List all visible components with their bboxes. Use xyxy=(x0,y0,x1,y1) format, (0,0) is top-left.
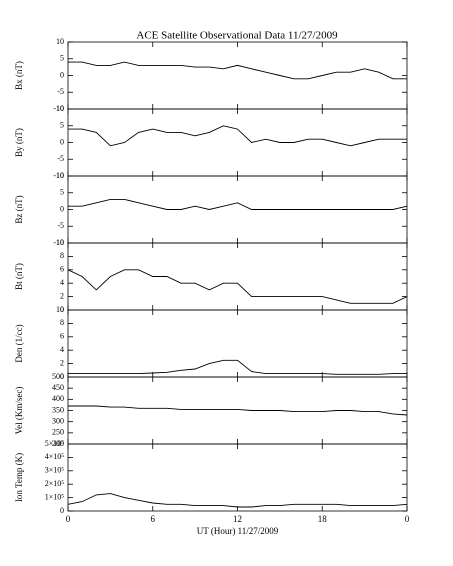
panel-frame xyxy=(67,242,408,311)
y-tick-label: 450 xyxy=(52,383,64,392)
y-axis-label: Ion Temp (K) xyxy=(14,453,24,502)
panel-frame xyxy=(67,108,408,177)
y-tick-label: 0 xyxy=(60,70,64,79)
y-tick-label: 2×10⁵ xyxy=(45,479,65,488)
y-tick-label: 0 xyxy=(60,137,64,146)
y-tick-label: 200 xyxy=(52,439,64,448)
y-axis-label: Den (1/cc) xyxy=(14,324,24,362)
y-tick-label: 350 xyxy=(52,405,64,414)
y-tick-label: 0 xyxy=(60,506,64,515)
y-axis-label: Vel (Km/sec) xyxy=(14,387,24,435)
x-tick-label: 0 xyxy=(66,514,71,524)
y-axis-label: Bt (nT) xyxy=(14,263,24,290)
y-tick-label: 4 xyxy=(60,278,64,287)
panel-frame xyxy=(67,309,408,378)
y-axis-label: Bz (nT) xyxy=(14,195,24,223)
y-tick-label: 10 xyxy=(56,37,64,46)
y-tick-label: 10 xyxy=(56,104,64,113)
data-line xyxy=(68,61,407,80)
y-tick-label: 6 xyxy=(60,265,64,274)
y-tick-label: -10 xyxy=(53,171,64,180)
panel-frame xyxy=(67,443,408,512)
y-tick-label: 400 xyxy=(52,394,64,403)
y-tick-label: 3×10⁵ xyxy=(45,466,65,475)
y-tick-label: 2 xyxy=(60,358,64,367)
y-tick-label: 0 xyxy=(60,305,64,314)
x-tick-label: 12 xyxy=(233,514,242,524)
x-tick-label: 18 xyxy=(318,514,328,524)
data-line xyxy=(68,198,408,210)
data-line xyxy=(67,493,408,508)
y-tick-label: -5 xyxy=(57,87,64,96)
data-line xyxy=(67,269,408,304)
y-tick-label: 5 xyxy=(60,188,64,197)
y-tick-label: 4×10⁵ xyxy=(45,452,65,461)
y-tick-label: 250 xyxy=(52,428,64,437)
x-tick-label: 6 xyxy=(151,514,156,524)
data-line xyxy=(68,405,408,416)
x-tick-label: 0 xyxy=(405,514,410,524)
x-axis-label: UT (Hour) 11/27/2009 xyxy=(197,526,279,536)
y-tick-label: 1×10⁵ xyxy=(45,492,65,501)
y-tick-label: 2 xyxy=(60,291,64,300)
y-tick-label: 5 xyxy=(60,54,64,63)
panel-frame xyxy=(67,41,408,110)
y-tick-label: 5 xyxy=(60,121,64,130)
y-tick-label: 8 xyxy=(60,251,64,260)
y-tick-label: 8 xyxy=(60,318,64,327)
y-tick-label: 300 xyxy=(52,416,64,425)
y-tick-label: 6 xyxy=(60,332,64,341)
y-tick-label: -5 xyxy=(57,221,64,230)
y-tick-label: -10 xyxy=(53,104,64,113)
y-tick-label: 0 xyxy=(60,372,64,381)
y-tick-label: 10 xyxy=(56,171,64,180)
y-tick-label: 10 xyxy=(56,305,64,314)
y-tick-label: 10 xyxy=(56,238,64,247)
y-tick-label: -10 xyxy=(53,238,64,247)
y-tick-label: 5×10⁵ xyxy=(45,439,65,448)
y-axis-label: By (nT) xyxy=(14,128,24,157)
chart-title: ACE Satellite Observational Data 11/27/2… xyxy=(136,30,338,42)
y-tick-label: 500 xyxy=(52,372,64,381)
y-tick-label: 4 xyxy=(60,345,64,354)
y-tick-label: -5 xyxy=(57,154,64,163)
y-tick-label: 0 xyxy=(60,204,64,213)
data-line xyxy=(68,359,407,375)
y-axis-label: Bx (nT) xyxy=(14,61,24,90)
data-line xyxy=(68,125,407,147)
